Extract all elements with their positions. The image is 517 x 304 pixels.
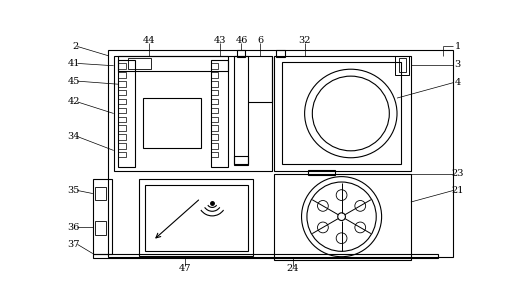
Text: 42: 42 [67,97,80,106]
Bar [118,116,126,122]
Bar [145,185,248,251]
Text: 44: 44 [143,36,155,45]
Bar [234,156,248,165]
Text: 24: 24 [287,264,299,273]
Bar [274,56,411,171]
Bar [211,60,227,168]
Bar [118,72,126,78]
Bar [118,90,126,95]
Bar [118,99,126,104]
Bar [118,64,126,69]
Text: 46: 46 [235,36,248,45]
Bar [237,50,245,57]
Text: 43: 43 [214,36,226,45]
Bar [118,60,135,168]
Text: 1: 1 [455,42,461,51]
Text: 41: 41 [67,59,80,68]
Bar [118,126,126,131]
Bar [211,152,218,157]
Bar [118,56,227,71]
Bar [211,90,218,95]
Bar [211,108,218,113]
Bar [211,72,218,78]
Bar [309,170,336,175]
Bar [118,143,126,149]
Bar [118,152,126,157]
Bar [399,58,406,72]
Bar [274,174,411,260]
Bar [211,99,218,104]
Text: 35: 35 [67,186,80,195]
Bar [139,179,253,256]
Bar [211,143,218,149]
Bar [396,56,409,75]
Bar [93,179,112,254]
Bar [118,134,126,140]
Bar [93,254,438,258]
Bar [95,221,106,235]
Bar [234,56,248,164]
Bar [114,56,271,171]
Bar [276,50,285,57]
Text: 6: 6 [257,36,263,45]
Text: 36: 36 [67,223,80,232]
Bar [282,62,401,164]
Bar [95,187,106,201]
Text: 34: 34 [67,132,80,141]
Bar [143,98,201,148]
Text: 21: 21 [451,186,464,195]
Text: 32: 32 [298,36,311,45]
Bar [128,58,150,69]
Text: 4: 4 [455,78,461,87]
Text: 45: 45 [67,77,80,86]
Text: 23: 23 [451,169,464,178]
Text: 37: 37 [67,240,80,249]
Bar [211,81,218,87]
Bar [211,116,218,122]
Bar [118,108,126,113]
Text: 3: 3 [455,60,461,70]
Bar [108,50,453,257]
Bar [211,126,218,131]
Text: 47: 47 [179,264,191,273]
Bar [211,134,218,140]
Bar [211,64,218,69]
Bar [118,81,126,87]
Text: 2: 2 [72,42,78,51]
